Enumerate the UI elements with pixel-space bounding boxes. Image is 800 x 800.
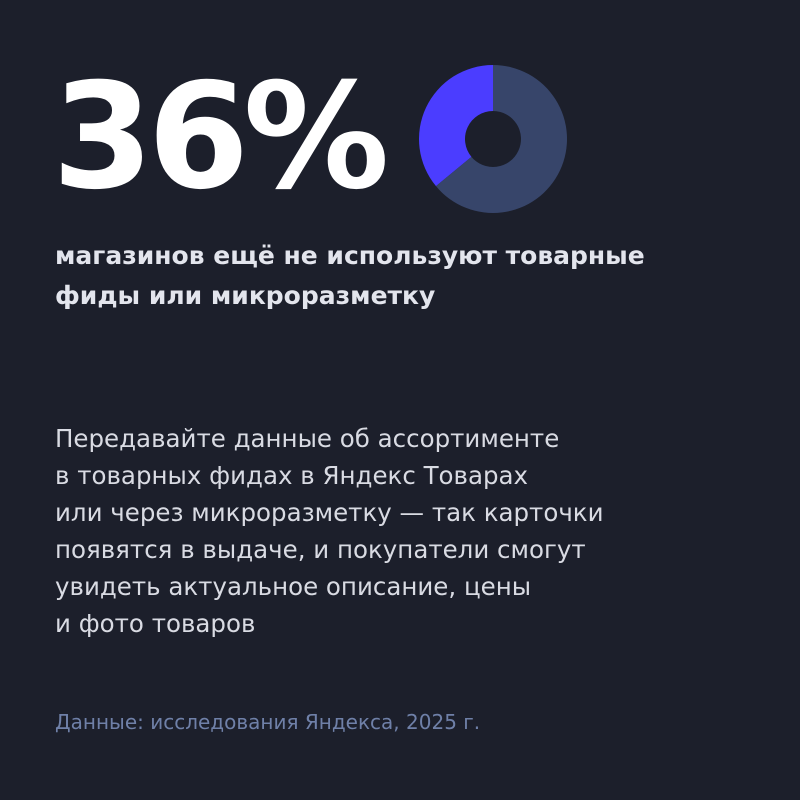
headline-line: фиды или микроразметку	[55, 281, 436, 310]
stat-percent: 36%	[52, 52, 389, 222]
headline: магазинов ещё не используют товарные фид…	[55, 236, 755, 316]
body-line: появятся в выдаче, и покупатели смогут	[55, 535, 586, 564]
body-text: Передавайте данные об ассортименте в тов…	[55, 420, 755, 642]
headline-line: магазинов ещё не используют товарные	[55, 241, 645, 270]
body-line: Передавайте данные об ассортименте	[55, 424, 560, 453]
source-note: Данные: исследования Яндекса, 2025 г.	[55, 710, 481, 734]
body-line: в товарных фидах в Яндекс Товарах	[55, 461, 529, 490]
donut-chart	[419, 65, 567, 214]
body-line: увидеть актуальное описание, цены	[55, 572, 532, 601]
donut-slice-rest	[435, 65, 567, 214]
donut-slice-accent	[419, 65, 493, 187]
body-line: или через микроразметку — так карточки	[55, 498, 604, 527]
body-line: и фото товаров	[55, 609, 256, 638]
